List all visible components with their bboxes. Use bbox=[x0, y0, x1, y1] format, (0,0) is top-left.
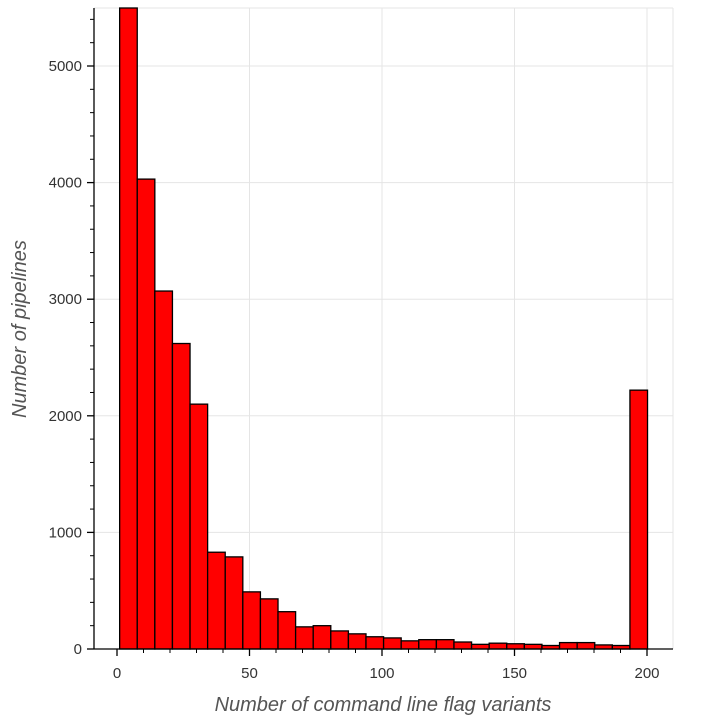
y-tick-label: 4000 bbox=[49, 175, 82, 192]
histogram-bar bbox=[277, 611, 297, 650]
y-tick-label: 5000 bbox=[49, 58, 82, 75]
histogram-bar bbox=[171, 342, 191, 650]
histogram-bar bbox=[576, 641, 596, 650]
histogram-bar bbox=[506, 643, 526, 650]
bars bbox=[119, 7, 649, 650]
histogram-bar bbox=[259, 598, 279, 650]
histogram-bar bbox=[629, 389, 649, 650]
x-tick-label: 100 bbox=[369, 665, 394, 682]
histogram-bar bbox=[154, 290, 174, 650]
histogram-bar bbox=[488, 642, 508, 650]
y-tick-label: 3000 bbox=[49, 291, 82, 308]
histogram-bar bbox=[294, 626, 314, 650]
x-axis-title: Number of command line flag variants bbox=[215, 694, 552, 716]
histogram-bar bbox=[558, 641, 578, 650]
x-axis-ticks: 0 50 100 150 200 bbox=[113, 649, 660, 682]
histogram-bar bbox=[189, 403, 209, 650]
histogram-bar bbox=[136, 178, 156, 650]
histogram-bar bbox=[242, 591, 262, 650]
y-axis-title: Number of pipelines bbox=[9, 240, 31, 418]
histogram-bar bbox=[453, 641, 473, 650]
histogram-bar bbox=[470, 643, 490, 650]
axes bbox=[93, 8, 673, 650]
histogram-bar bbox=[523, 643, 543, 650]
histogram-bar bbox=[400, 640, 420, 650]
histogram-bar bbox=[347, 633, 367, 650]
x-tick-label: 50 bbox=[241, 665, 258, 682]
histogram-bar bbox=[418, 639, 438, 650]
histogram-bar bbox=[119, 7, 138, 650]
histogram-bar bbox=[206, 551, 226, 650]
histogram-bar bbox=[365, 636, 385, 650]
y-axis-ticks: 0 1000 2000 3000 4000 5000 bbox=[49, 18, 94, 658]
y-tick-label: 2000 bbox=[49, 408, 82, 425]
y-tick-label: 0 bbox=[74, 641, 82, 658]
histogram-bar bbox=[435, 639, 455, 650]
x-tick-label: 150 bbox=[502, 665, 527, 682]
x-tick-label: 0 bbox=[113, 665, 121, 682]
y-tick-label: 1000 bbox=[49, 524, 82, 541]
histogram-bar bbox=[224, 556, 244, 650]
histogram-bar bbox=[330, 630, 350, 650]
x-tick-label: 200 bbox=[634, 665, 659, 682]
histogram-bar bbox=[312, 625, 332, 650]
histogram-bar bbox=[382, 637, 402, 650]
